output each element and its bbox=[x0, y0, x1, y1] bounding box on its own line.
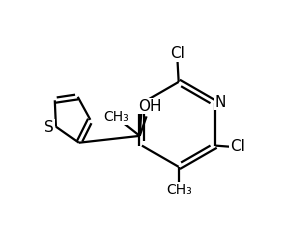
Text: CH₃: CH₃ bbox=[166, 183, 192, 197]
Text: CH₃: CH₃ bbox=[103, 110, 129, 124]
Text: Cl: Cl bbox=[170, 46, 185, 61]
Text: Cl: Cl bbox=[230, 139, 245, 154]
Text: S: S bbox=[44, 120, 54, 135]
Text: OH: OH bbox=[138, 98, 161, 114]
Text: N: N bbox=[215, 94, 226, 110]
